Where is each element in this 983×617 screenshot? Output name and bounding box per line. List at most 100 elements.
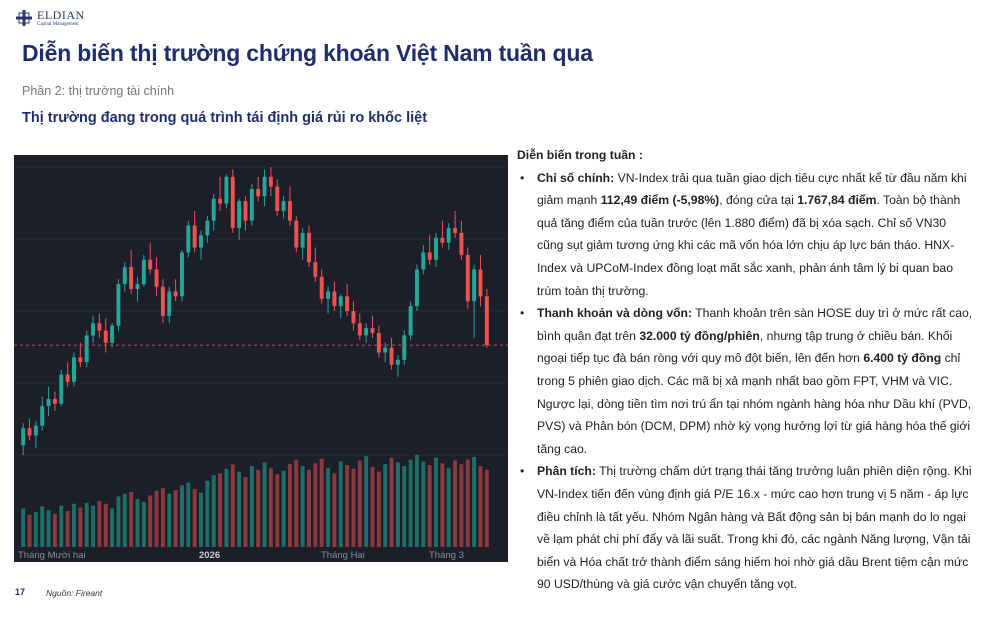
candle-body: [122, 267, 127, 285]
volume-bar: [154, 490, 159, 547]
candle-body: [268, 176, 273, 187]
candle-body: [199, 235, 203, 248]
volume-bar: [141, 501, 146, 547]
text-run: chỉ trong 5 phiên giao dịch. Các mã bị x…: [537, 351, 972, 456]
candle-body: [230, 176, 235, 229]
candle-body: [224, 176, 229, 204]
logo-name: ELDIAN: [37, 8, 85, 22]
candle-body: [91, 323, 96, 336]
candle-body: [484, 296, 489, 346]
volume-bar: [376, 471, 381, 547]
candle-body: [313, 262, 318, 277]
volume-bar: [21, 508, 26, 547]
volume-bar: [72, 503, 76, 547]
page-number: 17: [15, 587, 26, 597]
volume-bar: [478, 466, 483, 547]
chart-canvas: Tháng Mười hai 2026 Tháng Hai Tháng 3: [14, 166, 508, 561]
volume-bar: [33, 512, 38, 547]
candle-body: [383, 347, 388, 353]
candle-body: [326, 291, 331, 299]
x-tick-label: Tháng Mười hai: [18, 550, 86, 561]
candle-body: [453, 228, 458, 233]
candle-body: [249, 188, 254, 221]
bold-text: 1.767,84 điểm: [797, 193, 877, 208]
volume-bar: [122, 493, 127, 547]
candle-body: [389, 347, 394, 365]
volume-bar: [262, 462, 267, 547]
candle-body: [459, 232, 464, 255]
candle-body: [338, 296, 343, 307]
candle-body: [154, 269, 159, 287]
candle-body: [408, 306, 413, 336]
volume-bar: [52, 513, 57, 547]
volume-bar: [249, 466, 254, 547]
volume-bar: [275, 474, 280, 547]
volume-bar: [256, 469, 261, 547]
candle-body: [300, 232, 305, 248]
candle-body: [319, 276, 324, 299]
candle-body: [281, 201, 286, 211]
candle-body: [294, 220, 299, 248]
volume-bar: [287, 464, 292, 547]
candle-body: [434, 237, 438, 260]
volume-bar: [40, 506, 45, 547]
candle-body: [78, 357, 83, 363]
candle-body: [465, 254, 470, 302]
candle-body: [218, 198, 223, 204]
candle-body: [192, 225, 197, 248]
volume-bar: [103, 503, 108, 547]
bold-text: 6.400 tỷ đồng: [863, 351, 942, 366]
bold-text: 32.000 tỷ đồng/phiên: [639, 328, 760, 343]
candlestick-chart: Tháng Mười hai 2026 Tháng Hai Tháng 3: [14, 155, 508, 562]
volume-bar: [472, 456, 477, 547]
candle-body: [421, 252, 426, 270]
logo-tagline: Capital Management: [37, 22, 79, 27]
volume-bar: [453, 460, 458, 547]
volume-bar: [78, 507, 83, 547]
volume-bar: [313, 463, 318, 547]
candle-body: [351, 311, 356, 324]
volume-bar: [345, 465, 350, 547]
volume-bar: [110, 508, 115, 547]
candle-body: [472, 269, 477, 302]
bold-text: Thanh khoản và dòng vốn:: [537, 306, 693, 321]
volume-bar: [186, 482, 191, 547]
candle-body: [395, 359, 400, 365]
volume-bar: [351, 468, 356, 547]
candle-body: [332, 291, 337, 307]
commentary-panel: Diễn biến trong tuần : Chỉ số chính: VN-…: [517, 144, 975, 596]
candle-body: [27, 428, 32, 436]
brand-logo: ELDIAN Capital Management: [16, 9, 85, 27]
volume-bar: [300, 466, 305, 547]
volume-bar: [230, 464, 235, 547]
volume-bar: [294, 459, 299, 547]
candle-body: [84, 335, 89, 363]
candle-body: [402, 335, 407, 360]
volume-bar: [281, 470, 286, 547]
text-run: Thị trường chấm dứt trạng thái tăng trưở…: [537, 464, 972, 592]
page-title: Diễn biến thị trường chứng khoán Việt Na…: [22, 40, 593, 66]
volume-bar: [357, 460, 362, 547]
candle-body: [167, 291, 172, 316]
candle-body: [103, 330, 108, 343]
candle-body: [262, 176, 267, 197]
candle-body: [414, 269, 419, 307]
volume-bar: [364, 455, 369, 547]
volume-bar: [91, 505, 96, 547]
volume-bar: [484, 469, 489, 547]
candle-body: [256, 188, 261, 197]
text-run: , nhưng tập trung ở chiều bán. Khối ngoạ…: [537, 328, 953, 366]
candle-body: [72, 357, 76, 382]
candle-body: [446, 228, 451, 243]
text-run: VN-Index trải qua tuần giao dịch tiêu cự…: [537, 170, 967, 208]
candle-body: [21, 428, 26, 446]
commentary-item: Thanh khoản và dòng vốn: Thanh khoản trê…: [517, 302, 975, 460]
volume-bar: [402, 466, 407, 547]
volume-bar: [465, 459, 470, 547]
section-subtitle: Phần 2: thị trường tài chính: [22, 84, 175, 98]
volume-bar: [434, 457, 438, 547]
volume-bar: [268, 467, 273, 547]
candle-body: [211, 198, 216, 221]
candle-body: [141, 259, 146, 285]
candle-body: [52, 398, 57, 404]
